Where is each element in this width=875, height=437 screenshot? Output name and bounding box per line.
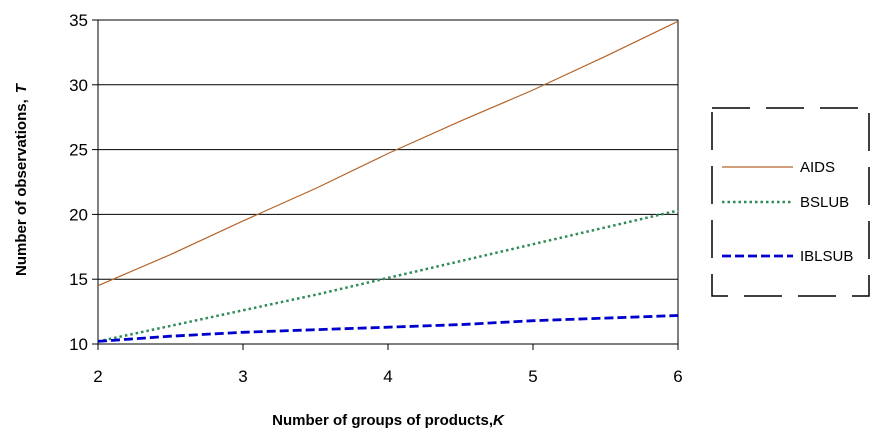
legend-label-bslub: BSLUB	[800, 194, 849, 211]
x-tick-label-4: 6	[673, 367, 682, 386]
y-axis-ticks: 10 15 20 25 30 35	[69, 11, 98, 354]
series-line-aids	[97, 20, 679, 287]
y-tick-label-4: 30	[69, 76, 88, 95]
gridlines	[98, 19, 678, 345]
y-axis-label: Number of observations,	[13, 99, 30, 276]
legend-label-aids: AIDS	[800, 159, 835, 176]
x-tick-label-0: 2	[93, 367, 102, 386]
legend-border	[711, 107, 870, 297]
y-tick-label-0: 10	[69, 335, 88, 354]
y-axis-title: Number of observations, T	[13, 82, 30, 276]
x-axis-variable: K	[493, 412, 505, 429]
series-line-bslub	[97, 209, 679, 343]
legend-items: AIDS BSLUB IBLSUB	[722, 159, 853, 265]
y-axis-variable: T	[13, 82, 30, 93]
x-tick-label-1: 3	[238, 367, 247, 386]
x-tick-label-2: 4	[383, 367, 392, 386]
legend: AIDS BSLUB IBLSUB	[711, 107, 870, 297]
y-tick-label-5: 35	[69, 11, 88, 30]
series-line-iblsub	[97, 314, 679, 343]
x-axis-ticks: 2 3 4 5 6	[93, 344, 683, 386]
legend-label-iblsub: IBLSUB	[800, 248, 853, 265]
series-lines	[97, 20, 679, 343]
y-tick-label-2: 20	[69, 205, 88, 224]
plot-area-border	[97, 19, 679, 345]
x-tick-label-3: 5	[528, 367, 537, 386]
x-axis-title: Number of groups of products,K	[272, 412, 505, 429]
y-tick-label-1: 15	[69, 270, 88, 289]
y-tick-label-3: 25	[69, 141, 88, 160]
x-axis-label: Number of groups of products,	[272, 412, 493, 429]
